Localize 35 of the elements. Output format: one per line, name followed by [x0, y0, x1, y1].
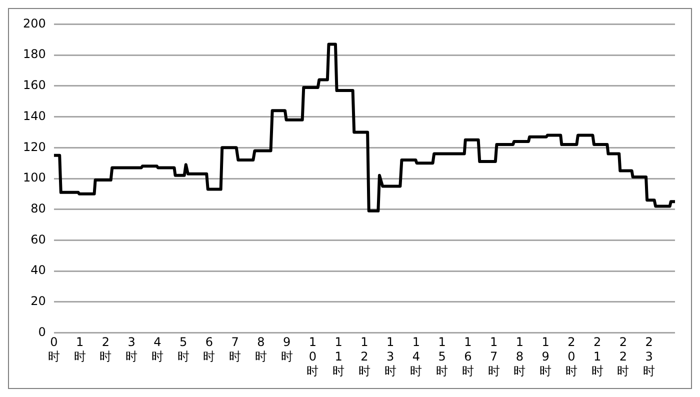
y-tick-label: 140 [23, 108, 46, 123]
x-tick-label: 14时 [410, 335, 422, 378]
x-tick-label: 9时 [280, 335, 293, 364]
y-tick-label: 20 [30, 294, 46, 308]
y-tick-label: 100 [23, 170, 46, 185]
x-tick-label: 20时 [565, 335, 578, 378]
y-tick-label: 60 [30, 232, 46, 246]
x-tick-label: 10时 [306, 335, 319, 378]
x-tick-label: 5时 [177, 335, 190, 364]
y-tick-label: 40 [30, 263, 46, 278]
x-tick-label: 7时 [229, 335, 242, 364]
x-tick-label: 21时 [591, 335, 604, 378]
x-tick-label: 19时 [540, 335, 552, 378]
x-tick-label: 17时 [488, 335, 500, 378]
x-tick-label: 12时 [358, 335, 370, 378]
y-tick-label: 120 [23, 140, 46, 154]
x-tick-label: 16时 [462, 335, 474, 378]
x-tick-label: 22时 [617, 335, 630, 378]
x-tick-label: 1时 [74, 335, 86, 364]
y-tick-label: 180 [23, 47, 46, 62]
x-tick-label: 3时 [126, 335, 138, 364]
x-tick-label: 18时 [514, 335, 526, 378]
y-tick-label: 160 [23, 78, 46, 92]
x-tick-label: 23时 [643, 335, 656, 378]
x-tick-label: 4时 [151, 335, 164, 364]
x-tick-label: 13时 [384, 335, 396, 378]
x-tick-label: 15时 [436, 335, 448, 378]
y-tick-label: 0 [38, 324, 46, 339]
x-tick-label: 0时 [48, 335, 60, 364]
x-tick-label: 11时 [332, 335, 345, 378]
y-tick-label: 80 [30, 201, 46, 216]
x-tick-label: 6时 [203, 335, 216, 364]
x-tick-label: 2时 [100, 335, 112, 364]
x-tick-label: 8时 [254, 335, 267, 364]
y-tick-label: 200 [23, 16, 46, 30]
